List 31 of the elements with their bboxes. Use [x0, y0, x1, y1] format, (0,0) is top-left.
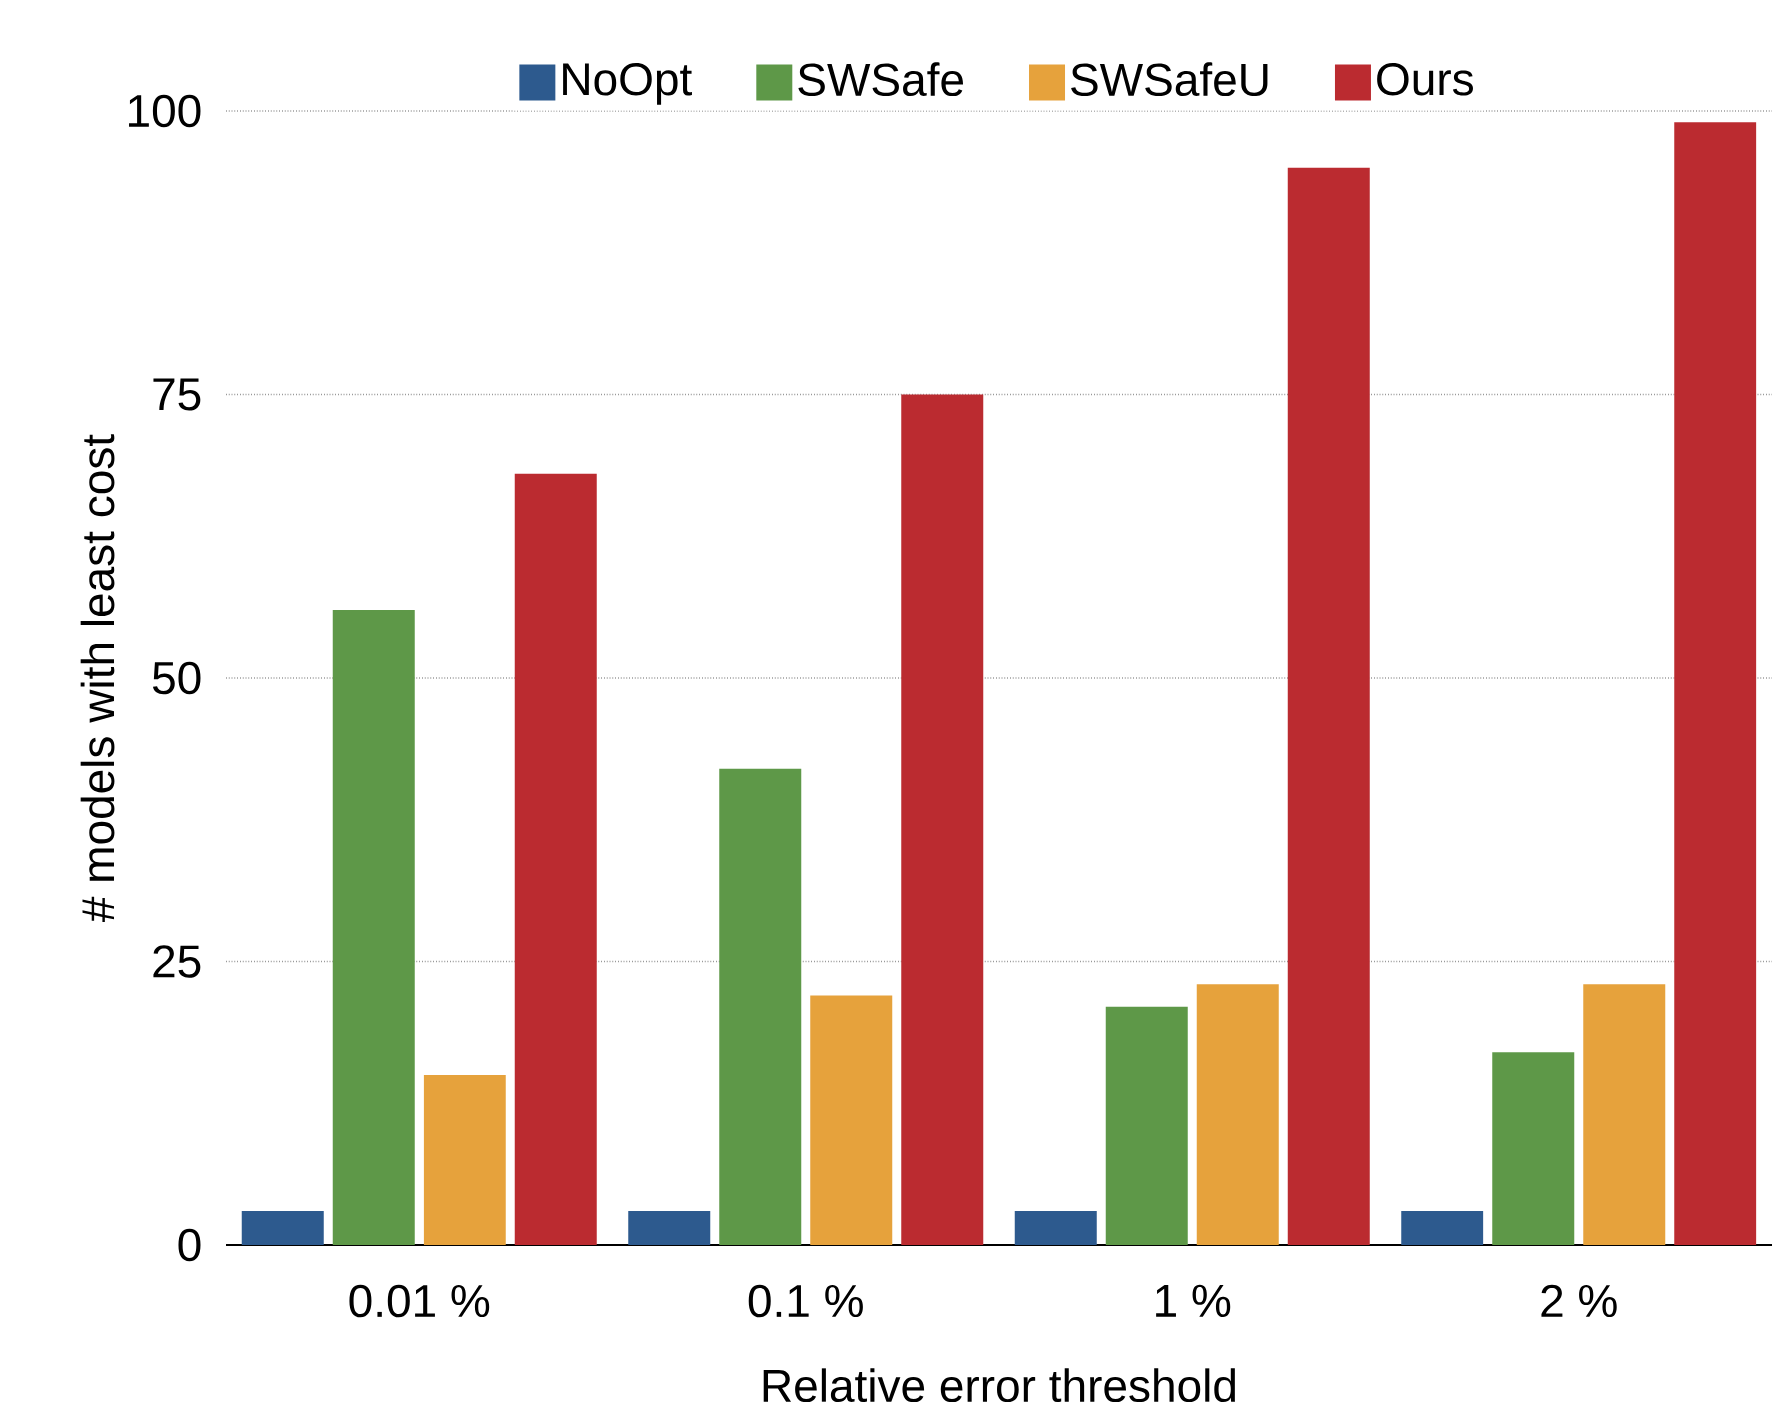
y-tick-label: 50	[152, 661, 201, 695]
bar	[1674, 122, 1757, 1245]
y-tick-label: 25	[153, 945, 201, 978]
legend-label: Ours	[1377, 62, 1473, 96]
bar	[1014, 1210, 1097, 1245]
legend-label: SWSafeU	[1071, 62, 1268, 97]
x-tick-label: 1 %	[1156, 1284, 1231, 1317]
bar	[901, 394, 984, 1245]
x-tick-label: 0.1 %	[748, 1284, 863, 1318]
y-tick-label: 0	[178, 1228, 201, 1262]
bar	[1196, 984, 1279, 1245]
bar	[241, 1210, 324, 1245]
bar	[1583, 984, 1666, 1245]
bar	[628, 1210, 711, 1245]
y-axis-title: # models with least cost	[80, 434, 115, 922]
x-tick-label: 2 %	[1541, 1284, 1617, 1318]
bar	[1401, 1210, 1484, 1245]
y-tick-label: 100	[129, 94, 201, 128]
bar	[332, 609, 415, 1245]
bar	[1492, 1052, 1575, 1245]
x-axis-title: Relative error threshold	[763, 1368, 1235, 1403]
y-tick-label: 75	[153, 378, 201, 411]
legend-label: SWSafe	[798, 62, 963, 97]
legend-label: NoOpt	[563, 62, 692, 105]
bar	[423, 1074, 506, 1245]
bar	[1287, 167, 1370, 1245]
bar	[1105, 1006, 1188, 1245]
x-tick-label: 0.01 %	[349, 1284, 490, 1318]
bar	[719, 768, 802, 1245]
bar	[810, 995, 893, 1245]
bar	[514, 473, 597, 1245]
